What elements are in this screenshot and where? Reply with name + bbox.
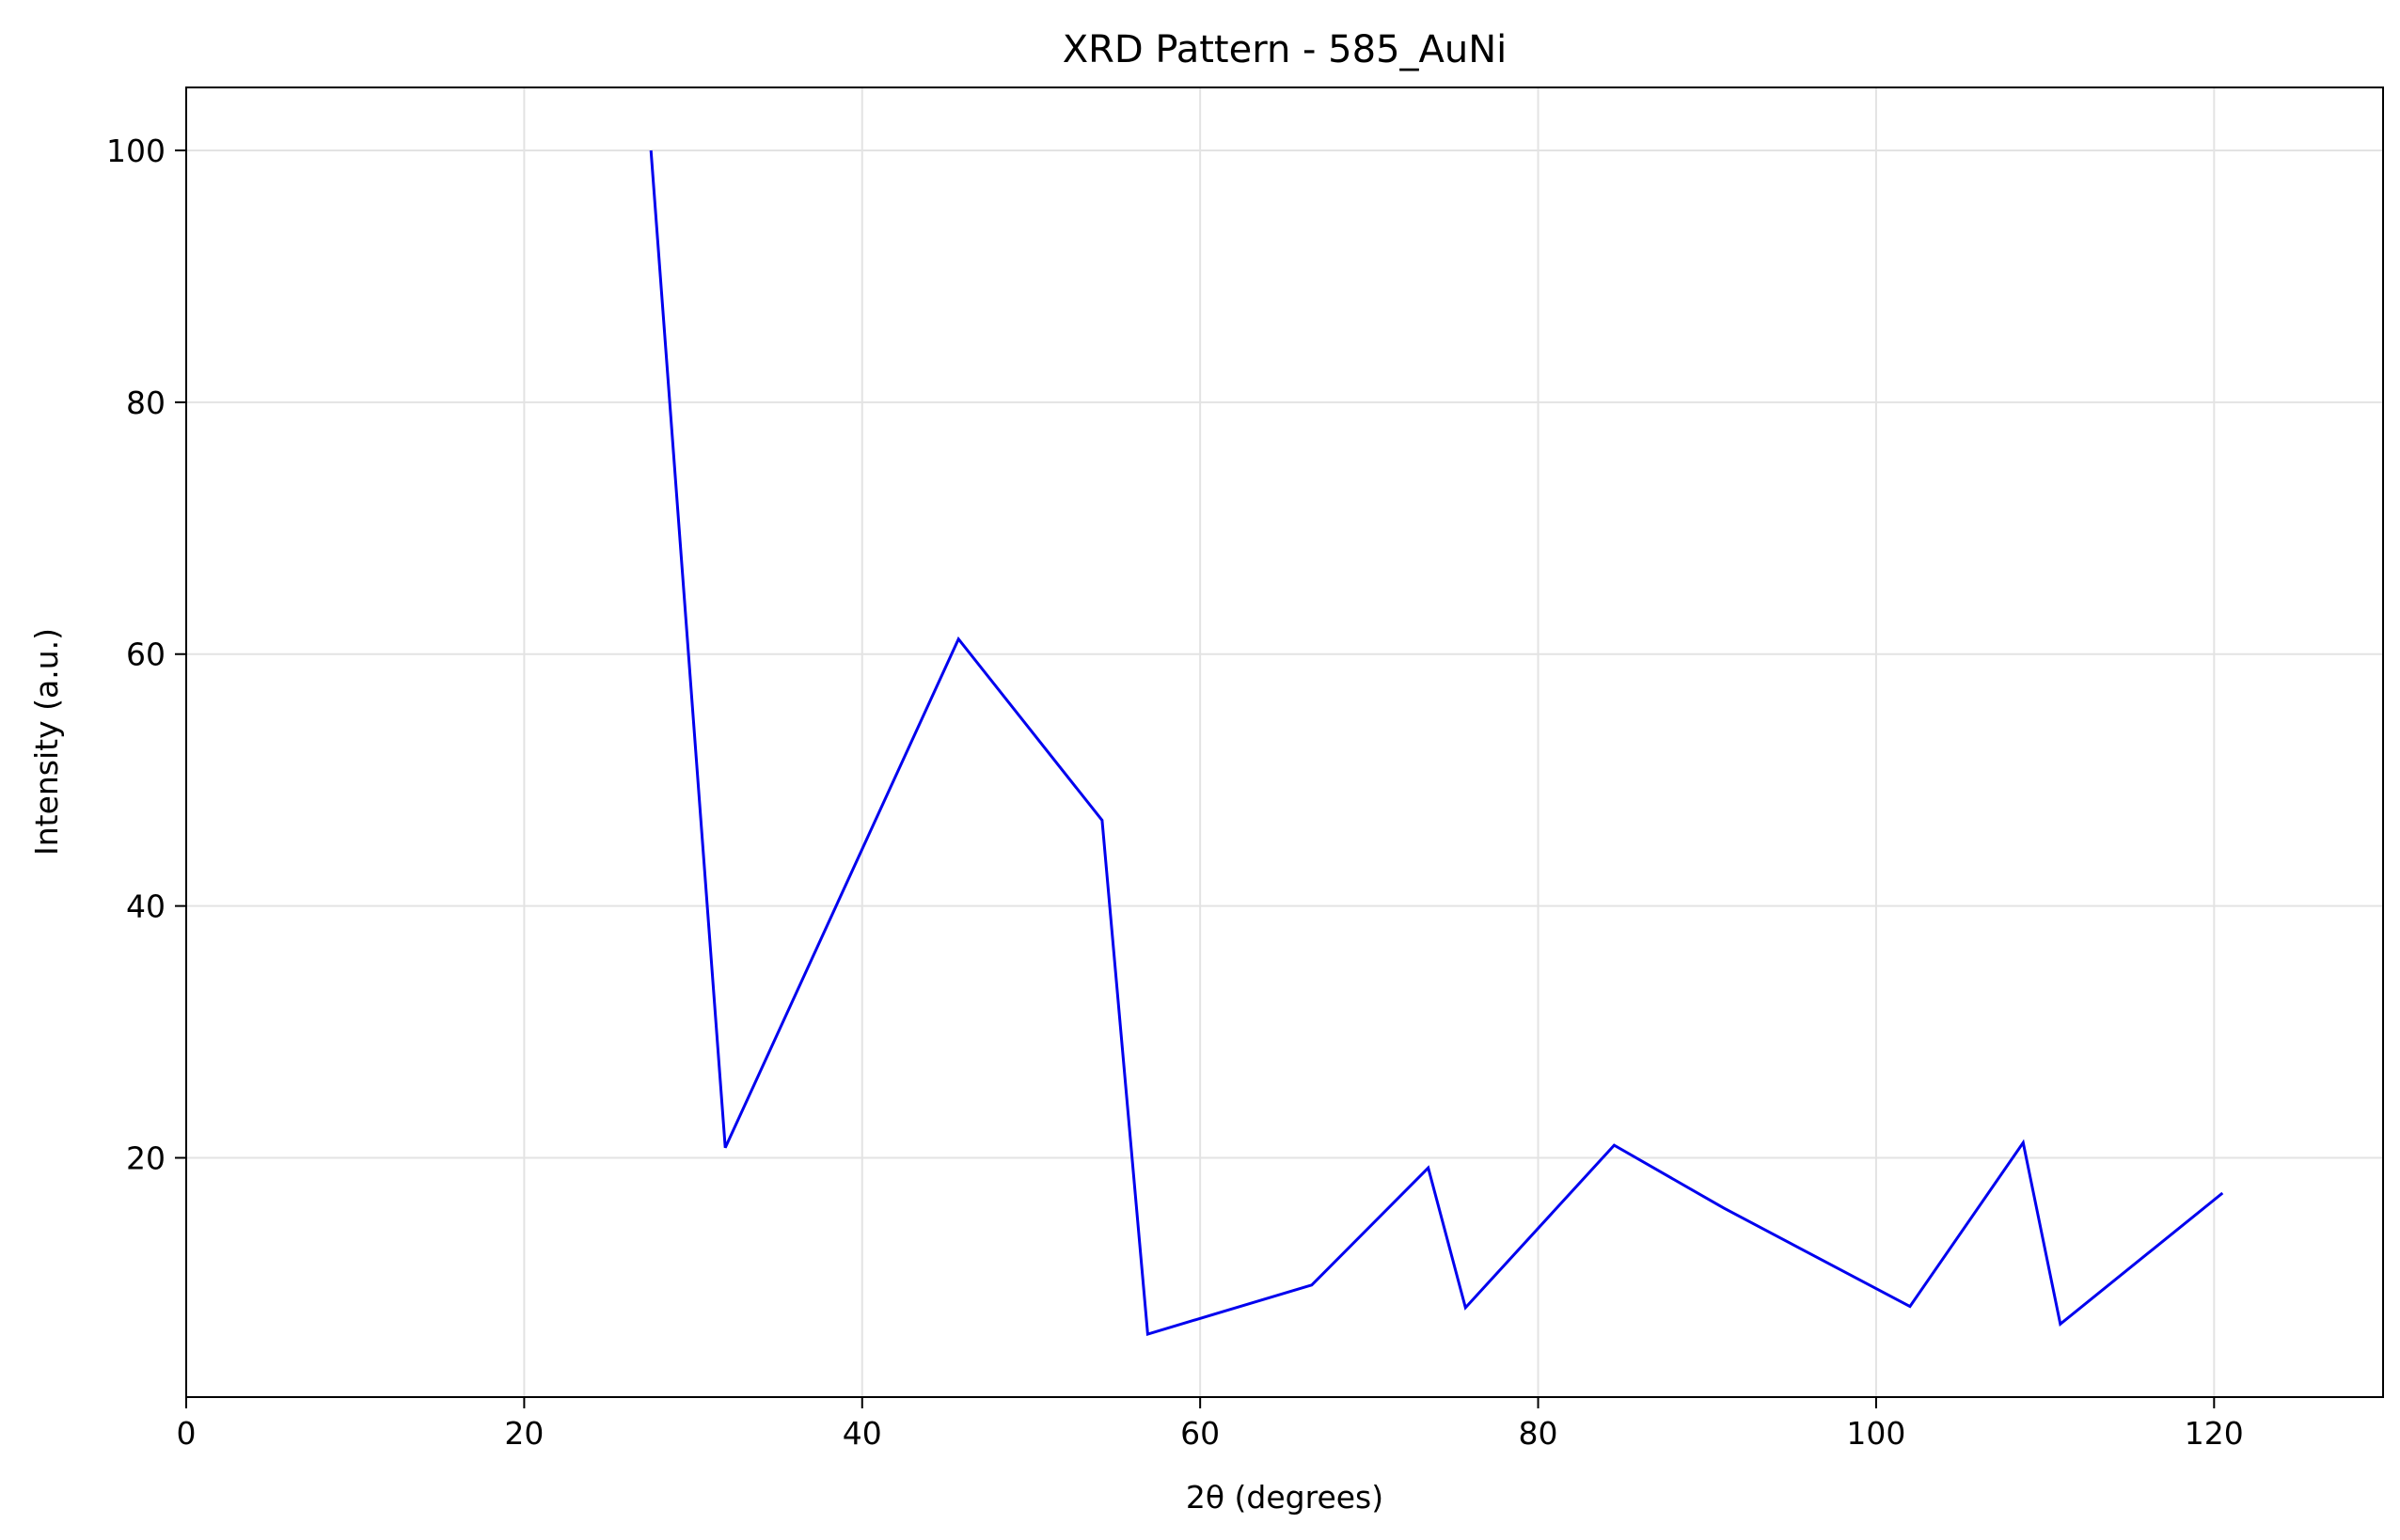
- y-tick-label: 100: [106, 133, 166, 169]
- series-line: [649, 149, 2224, 1336]
- y-axis-ticks: 20 40 60 80 100: [106, 133, 186, 1177]
- x-tick-label: 20: [504, 1415, 544, 1452]
- y-axis-title: Intensity (a.u.): [28, 628, 65, 856]
- x-tick-label: 40: [843, 1415, 882, 1452]
- x-tick-label: 120: [2185, 1415, 2244, 1452]
- x-axis-title: 2θ (degrees): [1186, 1479, 1383, 1516]
- plot-frame: [185, 86, 2384, 1398]
- series-layer: [649, 149, 2224, 1336]
- x-tick-label: 100: [1846, 1415, 1905, 1452]
- x-tick-label: 80: [1519, 1415, 1558, 1452]
- y-tick-label: 60: [126, 636, 166, 673]
- x-tick-label: 60: [1180, 1415, 1220, 1452]
- x-tick-label: 0: [177, 1415, 197, 1452]
- grid-lines: [185, 87, 2383, 1397]
- chart-title: XRD Pattern - 585_AuNi: [1063, 28, 1508, 71]
- y-tick-label: 80: [126, 385, 166, 421]
- x-axis-ticks: 0 20 40 60 80 100 120: [177, 1397, 2244, 1452]
- plot-area-background: [186, 87, 2383, 1397]
- y-tick-label: 20: [126, 1140, 166, 1177]
- y-tick-label: 40: [126, 888, 166, 925]
